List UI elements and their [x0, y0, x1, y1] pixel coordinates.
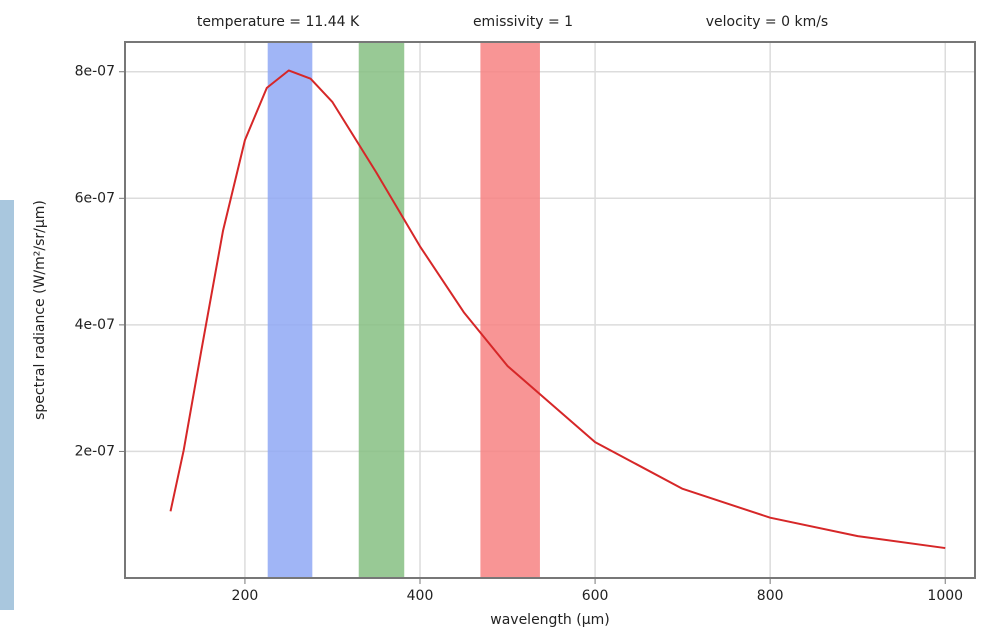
band — [358, 42, 405, 578]
line — [169, 69, 946, 550]
background-image — [0, 200, 14, 610]
band — [267, 42, 313, 578]
annotation: temperature = 11.44 K — [197, 14, 360, 30]
x-tick-label: 400 — [407, 588, 434, 604]
annotation: velocity = 0 km/s — [706, 14, 828, 30]
y-axis-label: spectral radiance (W/m²/sr/µm) — [32, 200, 48, 420]
x-axis-label: wavelength (µm) — [490, 612, 609, 628]
annotation: emissivity = 1 — [473, 14, 573, 30]
x-tick-label: 600 — [582, 588, 609, 604]
x-tick-label: 1000 — [927, 588, 963, 604]
y-tick-label: 4e-07 — [75, 317, 115, 333]
y-tick-label: 6e-07 — [75, 190, 115, 206]
y-tick-label: 8e-07 — [75, 64, 115, 80]
y-tick-label: 2e-07 — [75, 443, 115, 459]
band — [480, 42, 540, 578]
plot-frame — [124, 41, 976, 579]
plot-area — [125, 42, 975, 578]
x-tick-label: 200 — [232, 588, 259, 604]
x-tick-label: 800 — [757, 588, 784, 604]
